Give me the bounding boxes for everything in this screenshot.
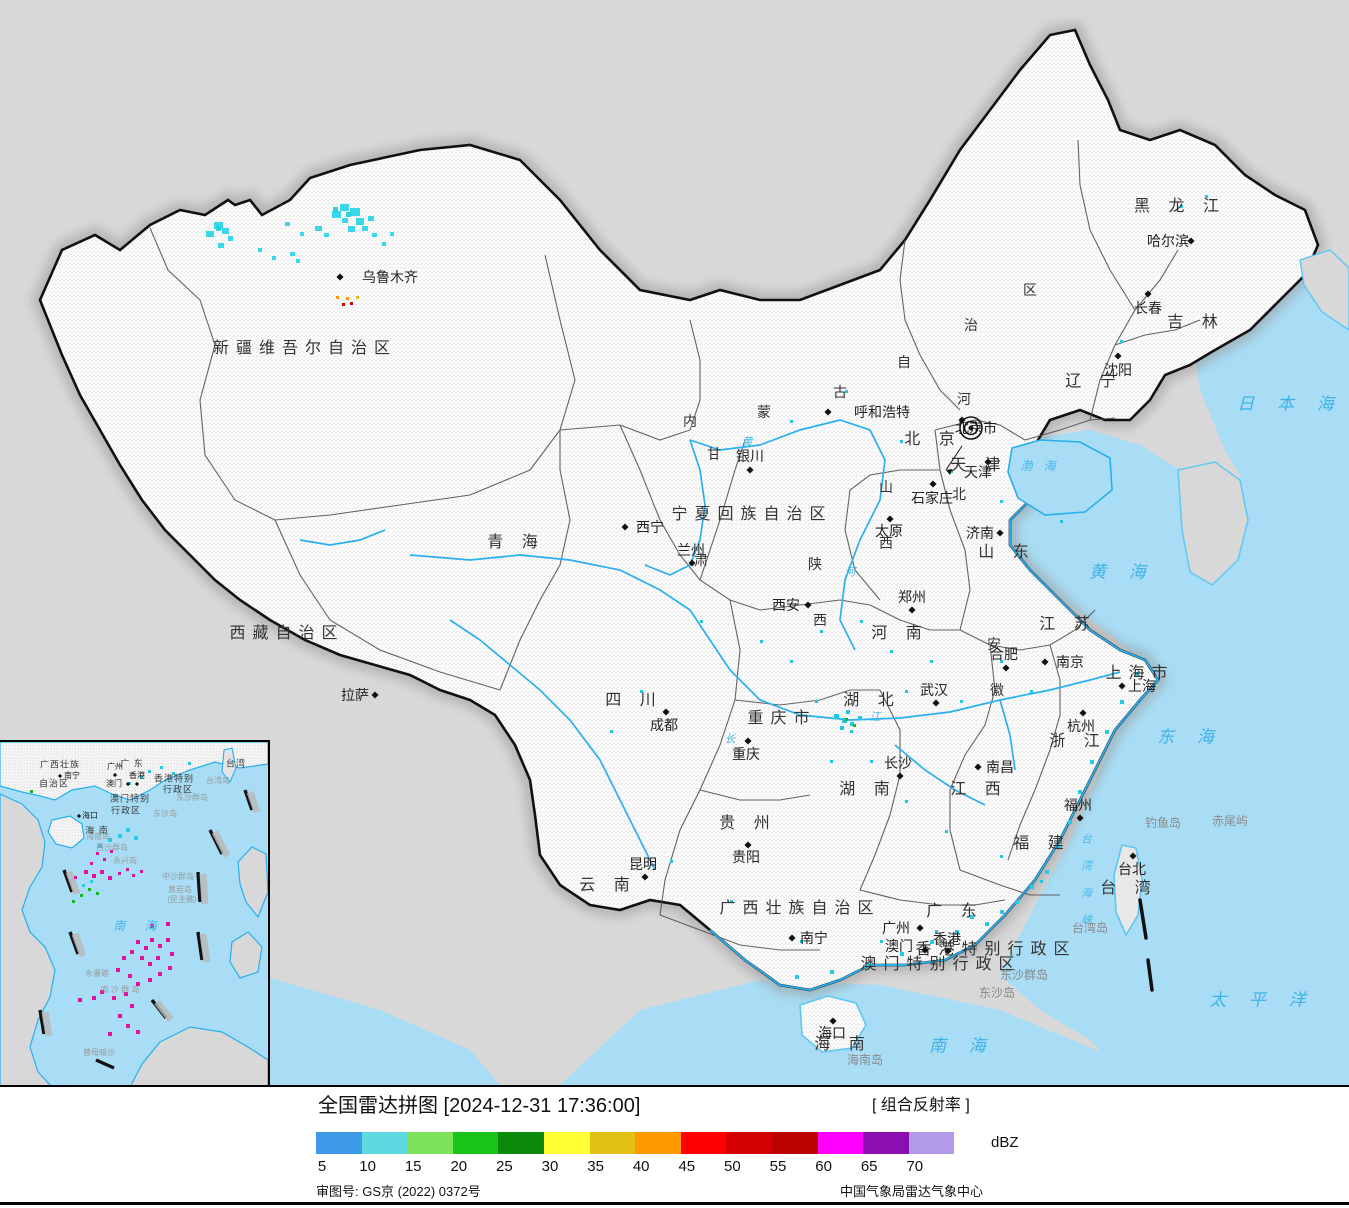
colorbar-tick: 5: [317, 1158, 327, 1175]
colorbar-segment[interactable]: [498, 1132, 544, 1154]
colorbar-segment[interactable]: [316, 1132, 362, 1154]
dbz-colorbar[interactable]: [316, 1132, 955, 1154]
inset-vector-layer: [0, 742, 268, 1085]
dbz-unit-label: dBZ: [991, 1134, 1019, 1151]
map-approval-number: 审图号: GS京 (2022) 0372号: [316, 1184, 481, 1199]
colorbar-segment[interactable]: [407, 1132, 453, 1154]
colorbar-segment[interactable]: [863, 1132, 909, 1154]
colorbar-segment[interactable]: [817, 1132, 864, 1154]
colorbar-tick: 15: [404, 1158, 422, 1175]
colorbar-tick: 60: [815, 1158, 832, 1175]
colorbar-tick: 30: [541, 1158, 559, 1175]
colorbar-tick: 10: [359, 1158, 376, 1175]
colorbar-segment[interactable]: [680, 1132, 727, 1154]
footer-bottom-rule: [0, 1202, 1349, 1205]
colorbar-segment[interactable]: [452, 1132, 499, 1154]
colorbar-tick: 50: [724, 1158, 741, 1175]
colorbar-tick: 35: [587, 1158, 604, 1175]
colorbar-segment[interactable]: [543, 1132, 590, 1154]
dbz-tick-labels: 5 10 15 20 25 30 35 40 45 50 55 60 65 70: [316, 1158, 1036, 1176]
radar-site-marker: [959, 416, 983, 440]
page-title: 全国雷达拼图 [2024-12-31 17:36:00]: [318, 1095, 641, 1117]
colorbar-segment[interactable]: [771, 1132, 818, 1154]
colorbar-segment[interactable]: [908, 1132, 955, 1154]
map-canvas[interactable]: 新疆维吾尔自治区 西藏自治区青 海内蒙古自治区黑 龙 江吉 林辽 宁甘肃宁夏回族自…: [0, 0, 1349, 1085]
colorbar-tick: 45: [678, 1158, 696, 1175]
product-mode-label: [ 组合反射率 ]: [872, 1097, 970, 1114]
colorbar-segment[interactable]: [361, 1132, 408, 1154]
radar-echo-layer: [206, 195, 1208, 979]
south-china-sea-inset[interactable]: 广西壮族 自治区广 东台湾 香港特别 行政区 澳门特别 行政区海 南南宁 广州 澳门 香港 海口南…: [0, 740, 270, 1085]
colorbar-tick: 70: [906, 1158, 924, 1175]
colorbar-tick: 55: [769, 1158, 787, 1175]
colorbar-segment[interactable]: [589, 1132, 636, 1154]
colorbar-segment[interactable]: [726, 1132, 772, 1154]
colorbar-tick: 65: [860, 1158, 878, 1175]
colorbar-tick: 25: [496, 1158, 513, 1175]
colorbar-segment[interactable]: [635, 1132, 681, 1154]
colorbar-tick: 40: [632, 1158, 650, 1175]
issuing-agency: 中国气象局雷达气象中心: [840, 1184, 984, 1199]
colorbar-tick: 20: [450, 1158, 468, 1175]
